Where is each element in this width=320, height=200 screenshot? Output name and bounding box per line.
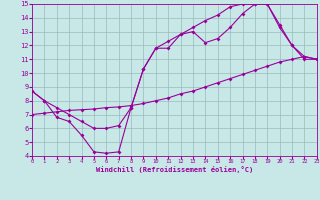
X-axis label: Windchill (Refroidissement éolien,°C): Windchill (Refroidissement éolien,°C) [96, 166, 253, 173]
